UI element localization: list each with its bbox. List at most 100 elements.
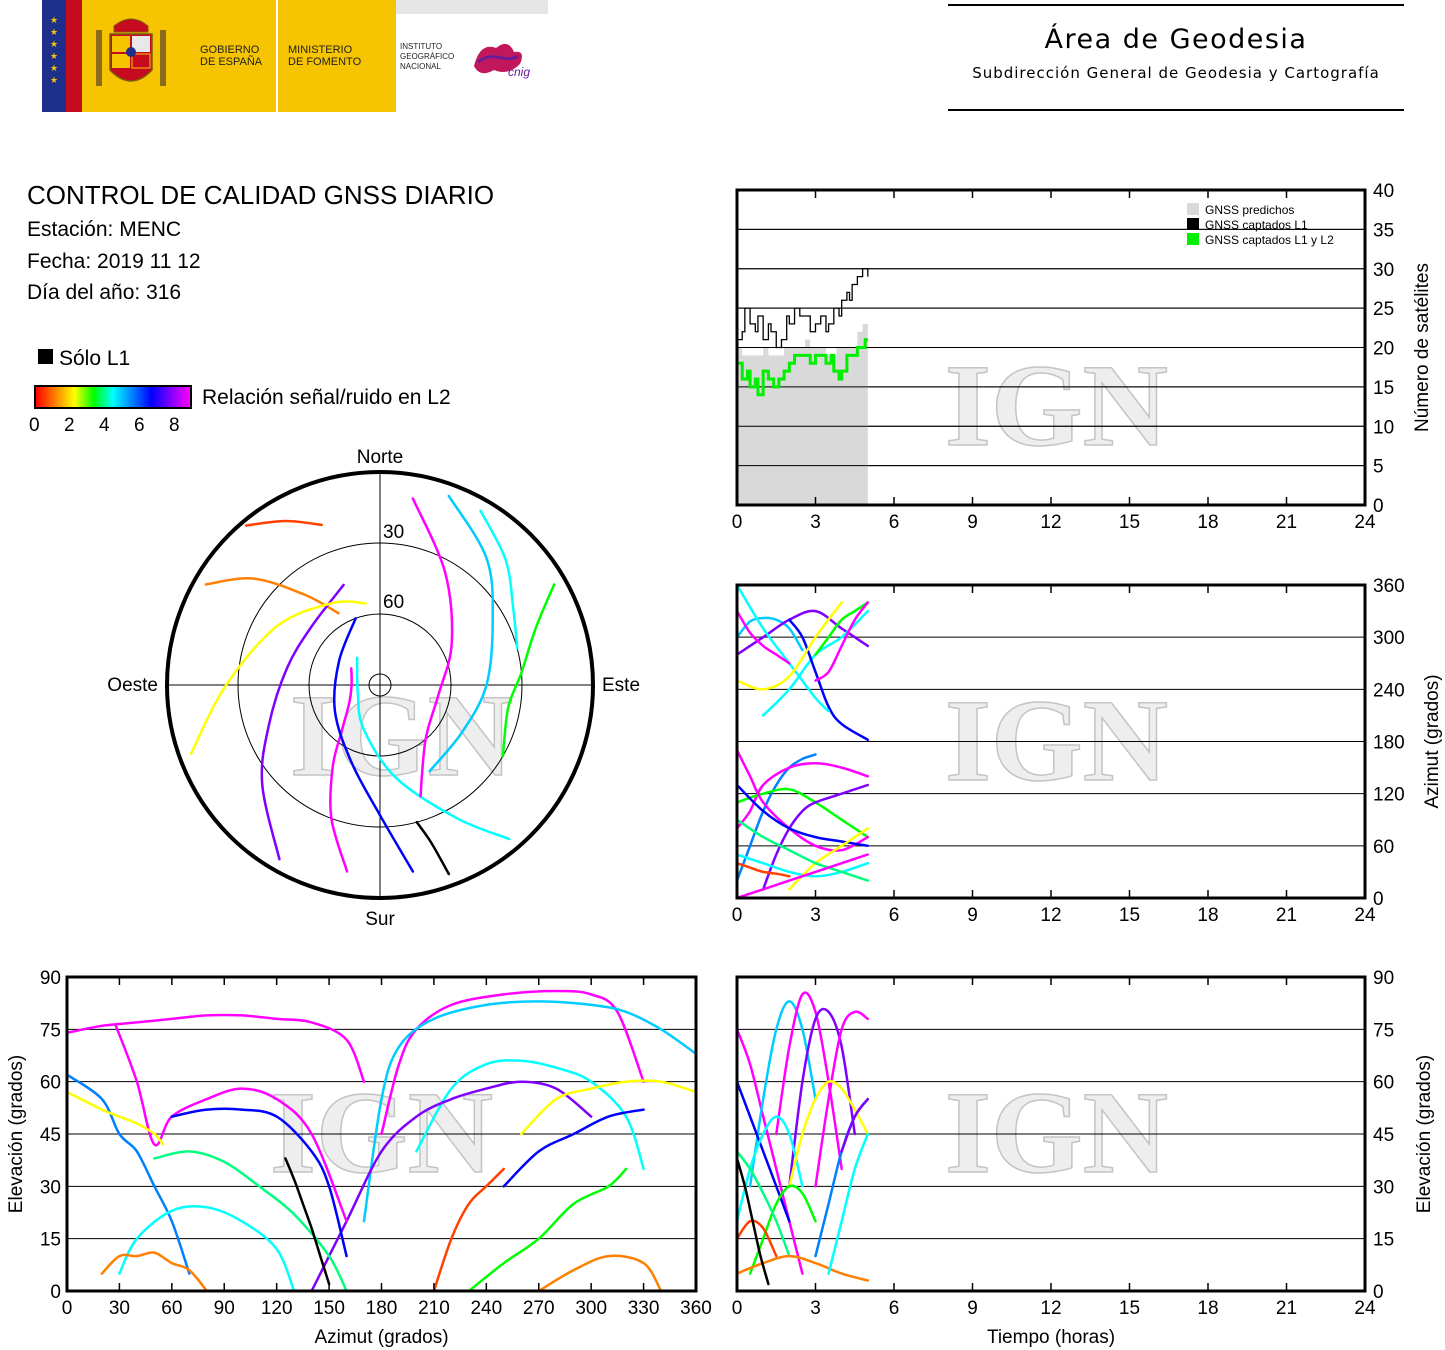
skyplot-watermark: IGN <box>290 670 513 801</box>
elaz-xtick-label-240: 240 <box>470 1298 502 1319</box>
ign-header-bar <box>396 0 548 14</box>
elt-xtick-label-18: 18 <box>1197 1298 1218 1319</box>
az-track-6 <box>814 601 870 656</box>
az-ytick-label-180: 180 <box>1373 733 1405 754</box>
az-track-3 <box>788 618 870 742</box>
count-xtick-label-21: 21 <box>1276 512 1297 533</box>
elt-track-15 <box>737 1157 770 1286</box>
area-header-top-rule <box>948 4 1404 6</box>
skyplot-track-11 <box>415 820 451 876</box>
az-track-1 <box>737 609 870 656</box>
az-track-9 <box>737 753 817 882</box>
report-title: CONTROL DE CALIDAD GNSS DIARIO <box>27 180 495 210</box>
elt-xtick-label-9: 9 <box>967 1298 978 1319</box>
snr-label: Relación señal/ruido en L2 <box>202 386 451 409</box>
count-legend-label-1: GNSS captados L1 <box>1205 218 1308 232</box>
elaz-xtick-label-60: 60 <box>161 1298 182 1319</box>
snr-tick-4: 4 <box>99 415 110 436</box>
az-ytick-label-60: 60 <box>1373 837 1394 858</box>
az-ylabel: Azimut (grados) <box>1422 674 1443 808</box>
elt-track-13 <box>827 1132 870 1275</box>
az-ytick-label-300: 300 <box>1373 628 1405 649</box>
direction-south: Sur <box>365 909 395 930</box>
az-ytick-label-120: 120 <box>1373 785 1405 806</box>
elaz-track-12 <box>502 1108 645 1188</box>
ministry-panel: MINISTERIO DE FOMENTO <box>278 0 396 112</box>
elaz-xtick-label-210: 210 <box>418 1298 450 1319</box>
direction-north: Norte <box>357 447 403 468</box>
elaz-ytick-label-60: 60 <box>40 1073 61 1094</box>
ring-label-60: 60 <box>383 592 404 613</box>
direction-west: Oeste <box>107 675 158 696</box>
elt-track-11 <box>737 1254 870 1282</box>
elt-track-6 <box>737 1115 804 1223</box>
elt-ytick-label-75: 75 <box>1373 1020 1394 1041</box>
az-track-8 <box>737 609 791 665</box>
spanish-flag-strip <box>42 0 66 112</box>
elaz-ylabel: Elevación (grados) <box>6 1055 27 1213</box>
az-track-18 <box>737 861 791 878</box>
elaz-tracks <box>67 989 696 1291</box>
az-track-19 <box>737 853 870 898</box>
count-xtick-label-18: 18 <box>1197 512 1218 533</box>
count-ytick-label-10: 10 <box>1373 417 1394 438</box>
elaz-xtick-label-270: 270 <box>523 1298 555 1319</box>
elt-track-0 <box>737 1028 804 1275</box>
elaz-xtick-label-180: 180 <box>366 1298 398 1319</box>
area-subtitle: Subdirección General de Geodesia y Carto… <box>972 64 1380 82</box>
az-xtick-label-21: 21 <box>1276 905 1297 926</box>
red-band <box>66 0 82 112</box>
az-xtick-label-9: 9 <box>967 905 978 926</box>
elaz-ytick-label-0: 0 <box>50 1282 61 1303</box>
cnig-logo: cnig <box>474 43 530 79</box>
elt-xtick-label-21: 21 <box>1276 1298 1297 1319</box>
coat-of-arms-icon <box>96 18 166 86</box>
ign-name: INSTITUTO GEOGRÁFICO NACIONAL <box>400 42 455 71</box>
elt-track-4 <box>814 1010 870 1188</box>
count-ytick-label-15: 15 <box>1373 378 1394 399</box>
elaz-ytick-label-15: 15 <box>40 1230 61 1251</box>
predicted-satellites-area <box>737 323 868 505</box>
skyplot-track-8 <box>189 600 367 756</box>
skyplot-track-7 <box>501 583 556 758</box>
count-xtick-label-15: 15 <box>1119 512 1140 533</box>
ministry-name: MINISTERIO DE FOMENTO <box>288 44 362 68</box>
elaz-ytick-label-75: 75 <box>40 1020 61 1041</box>
count-legend-swatch-0 <box>1187 203 1199 215</box>
snr-tick-8: 8 <box>169 415 180 436</box>
elaz-track-2 <box>362 1000 696 1223</box>
elaz-track-14 <box>467 1167 628 1291</box>
elt-xtick-label-3: 3 <box>810 1298 821 1319</box>
az-ytick-label-360: 360 <box>1373 576 1405 597</box>
elaz-xtick-label-360: 360 <box>680 1298 712 1319</box>
elt-ytick-label-0: 0 <box>1373 1282 1384 1303</box>
elaz-track-15 <box>100 1251 209 1291</box>
count-ytick-label-30: 30 <box>1373 260 1394 281</box>
elt-track-8 <box>748 1184 817 1275</box>
elt-xtick-label-12: 12 <box>1040 1298 1061 1319</box>
count-legend-label-2: GNSS captados L1 y L2 <box>1205 233 1334 247</box>
elaz-xlabel: Azimut (grados) <box>314 1327 448 1348</box>
az-track-17 <box>737 818 870 882</box>
skyplot-track-2 <box>428 494 495 773</box>
count-xtick-label-0: 0 <box>732 512 743 533</box>
elt-xlabel: Tiempo (horas) <box>987 1327 1115 1348</box>
skyplot-track-1 <box>329 667 353 873</box>
az-xtick-label-24: 24 <box>1354 905 1376 926</box>
l1-only-swatch <box>38 349 53 364</box>
az-xtick-label-18: 18 <box>1197 905 1218 926</box>
elaz-track-9 <box>153 1150 348 1291</box>
elt-tracks <box>737 991 870 1286</box>
elaz-track-11 <box>520 1079 696 1136</box>
elt-ytick-label-45: 45 <box>1373 1125 1394 1146</box>
az-xtick-label-0: 0 <box>732 905 743 926</box>
l1-only-label: Sólo L1 <box>59 347 131 370</box>
captured-l1-l2-line <box>737 338 868 397</box>
elaz-track-1 <box>380 989 645 1136</box>
count-xtick-label-12: 12 <box>1040 512 1061 533</box>
elaz-track-4 <box>310 1080 593 1291</box>
az-track-12 <box>761 783 870 891</box>
elaz-ytick-label-30: 30 <box>40 1177 61 1198</box>
